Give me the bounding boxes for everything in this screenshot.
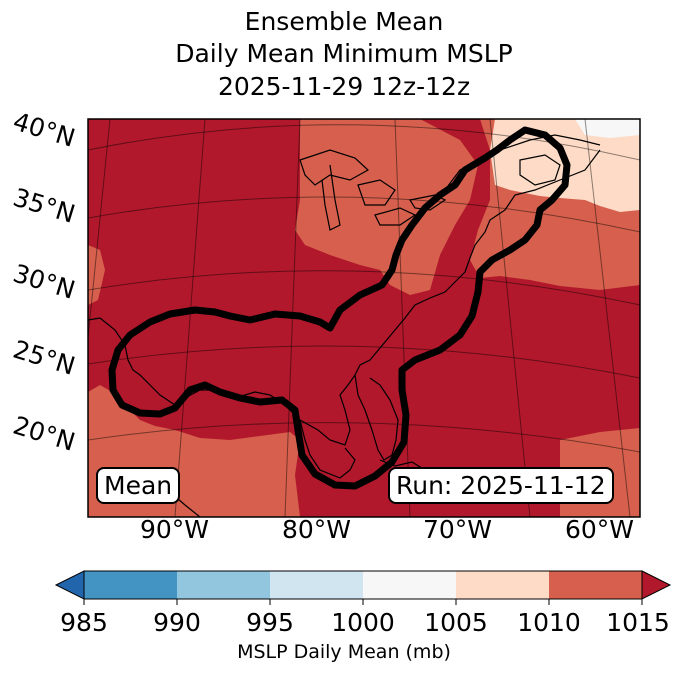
mean-label: Mean	[96, 467, 181, 504]
pressure-field-1005-1010-north	[295, 119, 478, 295]
colorbar-segment-1010-1015	[549, 571, 642, 599]
colorbar-segment-1000-1005	[363, 571, 456, 599]
colorbar-extend-low	[54, 570, 85, 600]
map-frame	[87, 118, 641, 518]
colorbar-segment-985-990	[84, 571, 177, 599]
lon-label-80w: 80°W	[282, 515, 352, 544]
colorbar-extend-high	[641, 570, 672, 600]
colorbar-tick-990: 990	[153, 608, 201, 637]
colorbar-tick-1010: 1010	[517, 608, 581, 637]
ensemble-contour	[108, 126, 571, 490]
lon-label-60w: 60°W	[565, 515, 635, 544]
colorbar-segment-995-1000	[270, 571, 363, 599]
colorbar-tick-1015: 1015	[606, 608, 670, 637]
colorbar-segment-990-995	[177, 571, 270, 599]
pressure-field-995-1000	[575, 119, 640, 138]
colorbar-tick-995: 995	[246, 608, 294, 637]
colorbar	[54, 570, 672, 605]
title-line-1: Ensemble Mean	[244, 7, 444, 36]
colorbar-tick-1005: 1005	[424, 608, 488, 637]
title-line-2: Daily Mean Minimum MSLP	[175, 39, 513, 68]
colorbar-ticks	[83, 599, 643, 605]
lon-label-90w: 90°W	[140, 515, 210, 544]
colorbar-label: MSLP Daily Mean (mb)	[237, 641, 451, 663]
longitude-gridlines	[88, 119, 631, 517]
colorbar-segment-1005-1010	[456, 571, 549, 599]
pressure-field-1005-1010-west	[88, 245, 105, 305]
colorbar-tick-985: 985	[60, 608, 108, 637]
run-date-label: Run: 2025-11-12	[388, 467, 614, 504]
colorbar-tick-1000: 1000	[331, 608, 395, 637]
lon-label-70w: 70°W	[423, 515, 493, 544]
title-line-3: 2025-11-29 12z-12z	[217, 72, 471, 101]
